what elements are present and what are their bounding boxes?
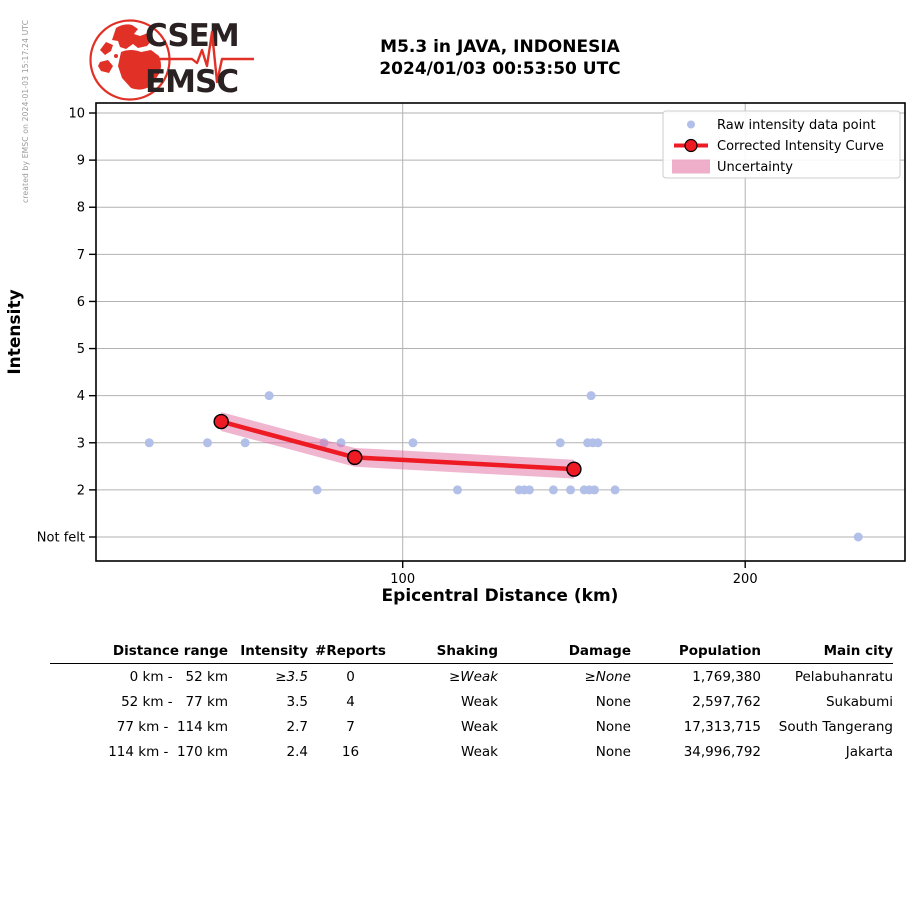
table-cell: 4 xyxy=(346,693,355,710)
x-tick-label: 100 xyxy=(390,572,415,587)
chart-title-datetime: 2024/01/03 00:53:50 UTC xyxy=(379,59,621,79)
legend-dot-marker xyxy=(687,120,695,129)
legend-circle-marker xyxy=(684,138,698,153)
raw-intensity-point xyxy=(202,438,212,448)
y-tick-label: 4 xyxy=(77,389,85,404)
table-cell: 2.4 xyxy=(286,743,308,760)
col-header-shaking: Shaking xyxy=(436,643,498,659)
impact-table-wrap: Distance range Intensity #Reports Shakin… xyxy=(50,639,895,764)
table-cell: 17,313,715 xyxy=(683,718,761,735)
raw-intensity-point xyxy=(408,438,418,448)
table-cell: 114 km - 170 km xyxy=(108,743,228,760)
legend-label: Corrected Intensity Curve xyxy=(717,139,884,154)
seismogram-icon xyxy=(140,30,254,84)
table-cell: Pelabuhanratu xyxy=(794,668,893,685)
table-row: 77 km - 114 km 2.7 7 Weak None 17,313,715 Sout… xyxy=(50,714,893,739)
corrected-curve-marker xyxy=(566,461,582,477)
col-header-damage: Damage xyxy=(568,643,631,659)
y-tick-label: 8 xyxy=(77,201,85,216)
y-axis-label: Intensity xyxy=(5,289,25,374)
raw-intensity-point xyxy=(524,485,534,495)
corrected-curve-marker xyxy=(347,449,363,466)
raw-intensity-point xyxy=(240,438,250,448)
csem-emsc-logo: CSEM EMSC xyxy=(89,18,254,101)
table-header-row: Distance range Intensity #Reports Shakin… xyxy=(50,639,893,664)
y-tick-label: 6 xyxy=(77,295,85,310)
table-cell: 52 km - 77 km xyxy=(121,693,228,710)
logo-text-emsc: EMSC xyxy=(145,64,238,100)
legend-label: Uncertainty xyxy=(717,160,793,175)
table-cell: Weak xyxy=(461,718,498,735)
col-header-reports: #Reports xyxy=(315,643,386,659)
logo-text-csem: CSEM xyxy=(145,18,239,54)
col-header-distance-range: Distance range xyxy=(112,643,228,659)
x-axis-label: Epicentral Distance (km) xyxy=(382,586,619,606)
raw-intensity-point xyxy=(610,485,620,495)
raw-intensity-point xyxy=(144,438,154,448)
table-row: 52 km - 77 km 3.5 4 Weak None 2,597,762 Sukabu… xyxy=(50,689,893,714)
raw-intensity-point xyxy=(566,485,576,495)
y-tick-label: Not felt xyxy=(37,531,85,546)
raw-intensity-point xyxy=(264,391,274,401)
table-row: 0 km - 52 km ≥3.5 0 ≥Weak ≥None 1,769,380 Pela… xyxy=(50,664,893,690)
table-cell: None xyxy=(595,743,631,760)
raw-intensity-point xyxy=(590,485,599,495)
col-header-intensity: Intensity xyxy=(240,643,308,659)
legend-band-marker xyxy=(672,159,710,174)
chart-title-event: M5.3 in JAVA, INDONESIA xyxy=(380,37,620,57)
chart-title: M5.3 in JAVA, INDONESIA 2024/01/03 00:53… xyxy=(290,36,710,80)
legend-box xyxy=(662,110,901,179)
uncertainty-band xyxy=(221,412,574,479)
table-cell: ≥3.5 xyxy=(275,668,308,685)
intensity-distance-chart: Not felt 2 3 4 5 6 7 8 9 10 100 200 Epicentral Dista… xyxy=(5,102,906,606)
table-cell: 34,996,792 xyxy=(683,743,761,760)
table-cell: ≥Weak xyxy=(448,668,498,685)
table-cell: 3.5 xyxy=(286,693,308,710)
table-cell: South Tangerang xyxy=(778,718,893,735)
raw-intensity-point xyxy=(312,485,322,495)
table-cell: 1,769,380 xyxy=(692,668,761,685)
plot-frame xyxy=(95,102,906,562)
y-tick-label: 2 xyxy=(77,483,85,498)
table-cell: ≥None xyxy=(584,668,631,685)
table-cell: 77 km - 114 km xyxy=(116,718,228,735)
raw-intensity-point xyxy=(853,532,863,542)
table-cell: Sukabumi xyxy=(825,693,893,710)
raw-intensity-point xyxy=(593,438,603,448)
table-cell: 2.7 xyxy=(286,718,308,735)
raw-intensity-point xyxy=(586,391,596,401)
raw-intensity-point xyxy=(453,485,462,495)
table-cell: Weak xyxy=(461,743,498,760)
table-cell: Weak xyxy=(461,693,498,710)
table-cell: 2,597,762 xyxy=(692,693,761,710)
table-cell: None xyxy=(595,718,631,735)
y-tick-label: 3 xyxy=(77,436,85,451)
y-tick-label: 9 xyxy=(77,154,85,169)
table-cell: 0 km - 52 km xyxy=(129,668,228,685)
table-cell: 7 xyxy=(346,718,355,735)
table-cell: 0 xyxy=(346,668,355,685)
corrected-curve-marker xyxy=(213,413,229,430)
table-cell: 16 xyxy=(341,743,360,760)
y-tick-label: 7 xyxy=(77,248,85,263)
y-tick-label: 10 xyxy=(68,107,85,122)
table-cell: Jakarta xyxy=(845,743,893,760)
y-tick-label: 5 xyxy=(77,342,85,357)
raw-intensity-point xyxy=(555,438,565,448)
legend-label: Raw intensity data point xyxy=(717,118,876,133)
table-cell: None xyxy=(595,693,631,710)
col-header-population: Population xyxy=(678,643,761,659)
table-row: 114 km - 170 km 2.4 16 Weak None 34,996,792 Ja… xyxy=(50,739,893,764)
x-tick-label: 200 xyxy=(733,572,758,587)
col-header-main-city: Main city xyxy=(823,643,893,659)
raw-intensity-point xyxy=(548,485,558,495)
impact-table: Distance range Intensity #Reports Shakin… xyxy=(50,639,893,764)
